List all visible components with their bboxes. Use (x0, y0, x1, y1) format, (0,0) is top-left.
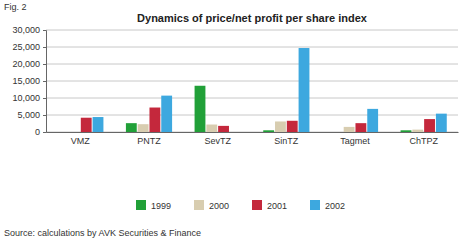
legend-label: 1999 (151, 201, 171, 211)
y-tick: 25,000 (12, 42, 46, 52)
bar (424, 119, 435, 132)
bar (436, 114, 447, 132)
bar (81, 118, 92, 132)
bar (161, 96, 172, 132)
y-tick-mark (43, 115, 46, 116)
bar (138, 124, 149, 132)
bar (355, 123, 366, 132)
grid-line (46, 115, 458, 116)
bar (93, 117, 104, 132)
title: Dynamics of price/net profit per share i… (137, 12, 368, 24)
legend-label: 2002 (325, 201, 345, 211)
source: Source: calculations by AVK Securities &… (4, 228, 201, 238)
x-tick-label: PNTZ (137, 136, 161, 146)
bar (401, 130, 412, 132)
y-tick-mark (43, 81, 46, 82)
chart: Fig. 2 Dynamics of price/net profit per s… (0, 0, 470, 242)
y-tick-label: 0 (35, 127, 40, 137)
grid-line (46, 81, 458, 82)
bar (367, 109, 378, 132)
y-axis: 0 5,000 10,000 15,000 20,000 25,000 30,000 (12, 25, 46, 137)
legend-item: 2001 (252, 200, 287, 211)
legend-swatch (136, 200, 146, 210)
legend-swatch (310, 200, 320, 210)
series (138, 121, 424, 132)
legend-item: 2000 (194, 200, 229, 211)
bar (263, 130, 274, 132)
bar (218, 126, 229, 132)
bar (206, 125, 217, 132)
y-tick: 15,000 (12, 76, 46, 86)
grid-line (46, 132, 458, 133)
x-axis-line (47, 132, 459, 133)
y-tick-label: 10,000 (12, 93, 40, 103)
figure-label: Fig. 2 (4, 2, 27, 12)
y-tick-label: 30,000 (12, 25, 40, 35)
bar (299, 48, 310, 132)
legend-item: 2002 (310, 200, 345, 211)
y-tick-mark (43, 132, 46, 133)
grid (46, 30, 458, 132)
grid-line (46, 98, 458, 99)
x-tick: VMZ (71, 132, 91, 146)
bar (412, 130, 423, 132)
bar (149, 108, 160, 132)
bar (126, 123, 137, 132)
y-axis-line (43, 31, 47, 133)
bar (287, 121, 298, 132)
y-tick: 10,000 (12, 93, 46, 103)
y-tick-label: 5,000 (17, 110, 40, 120)
legend: 1999 2000 2001 2002 (136, 200, 345, 211)
y-tick: 5,000 (17, 110, 46, 120)
y-tick-mark (43, 47, 46, 48)
x-tick: SinTZ (274, 132, 299, 146)
x-tick-label: VMZ (71, 136, 91, 146)
grid-line (46, 30, 458, 31)
series (81, 108, 435, 132)
y-tick: 0 (35, 127, 46, 137)
x-tick-label: Tagmet (340, 136, 370, 146)
legend-label: 2001 (267, 201, 287, 211)
grid-line (46, 47, 458, 48)
series (126, 86, 412, 132)
x-tick: ChTPZ (409, 132, 438, 146)
y-tick-label: 20,000 (12, 59, 40, 69)
x-tick: Tagmet (340, 132, 370, 146)
y-tick-label: 15,000 (12, 76, 40, 86)
legend-label: 2000 (209, 201, 229, 211)
legend-item: 1999 (136, 200, 171, 211)
bar (344, 127, 355, 132)
legend-swatch (252, 200, 262, 210)
bars (81, 48, 447, 132)
bar (275, 121, 286, 132)
x-axis: VMZ PNTZ SevTZ SinTZ Tagmet ChTPZ (47, 132, 459, 146)
y-tick-mark (43, 30, 46, 31)
y-tick: 30,000 (12, 25, 46, 35)
y-tick: 20,000 (12, 59, 46, 69)
x-tick-label: SinTZ (274, 136, 299, 146)
x-tick-label: ChTPZ (409, 136, 438, 146)
series (93, 48, 447, 132)
bar (195, 86, 206, 132)
y-tick-label: 25,000 (12, 42, 40, 52)
x-tick: PNTZ (137, 132, 161, 146)
y-tick-mark (43, 64, 46, 65)
grid-line (46, 64, 458, 65)
y-tick-mark (43, 98, 46, 99)
legend-swatch (194, 200, 204, 210)
x-tick: SevTZ (204, 132, 231, 146)
x-tick-label: SevTZ (204, 136, 231, 146)
